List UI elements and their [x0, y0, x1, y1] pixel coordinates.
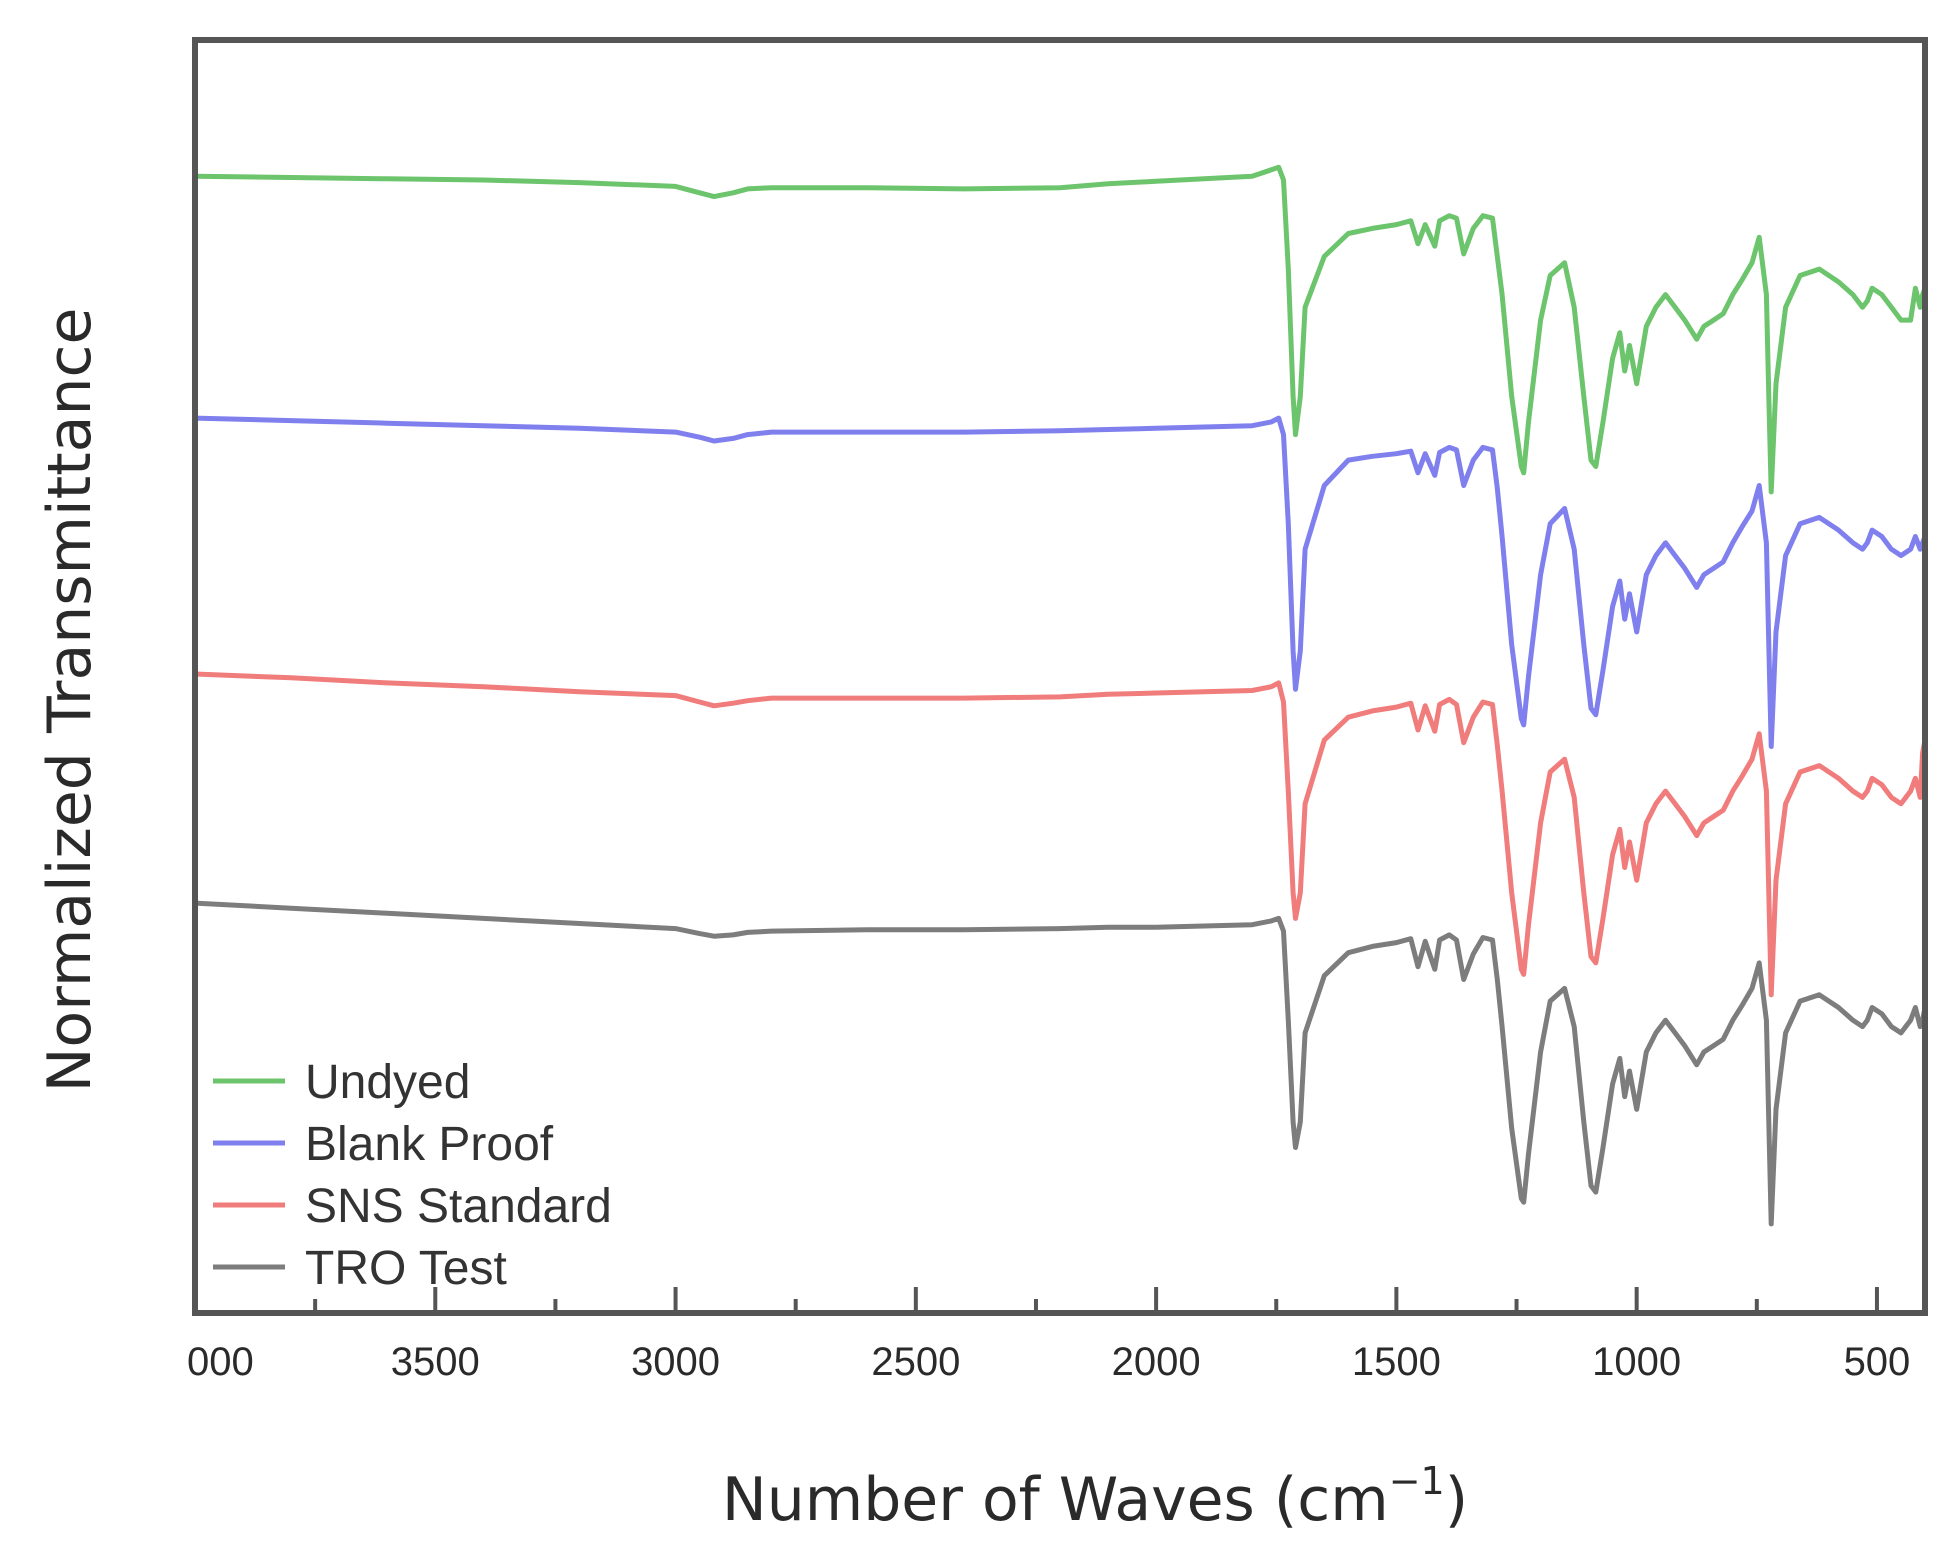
y-axis-title: Normalized Transmittance	[35, 308, 105, 1093]
x-tick-label: 2500	[871, 1340, 960, 1384]
x-tick-label: 500	[1844, 1340, 1911, 1384]
x-axis-title: Number of Waves (cm−1)	[722, 1459, 1468, 1535]
x-axis-title-main: Number of Waves (cm	[722, 1465, 1389, 1535]
series-line-undyed	[194, 164, 1928, 495]
series-line-tro-test	[194, 900, 1928, 1227]
x-axis-title-sup: −1	[1389, 1459, 1445, 1503]
x-ticks: 000 3500 3000 2500 2000 1500 1000 500	[187, 1287, 1910, 1384]
x-tick-label: 1000	[1592, 1340, 1681, 1384]
x-tick-label: 2000	[1112, 1340, 1201, 1384]
x-axis-title-close: )	[1445, 1465, 1468, 1535]
series-layer	[194, 164, 1928, 1227]
x-tick-label: 3000	[631, 1340, 720, 1384]
legend-label-tro-test: TRO Test	[305, 1242, 507, 1295]
x-tick-label: 000	[187, 1340, 254, 1384]
series-line-sns-standard	[194, 671, 1928, 998]
series-line-blank-proof	[194, 415, 1928, 749]
x-tick-label: 3500	[391, 1340, 480, 1384]
legend-label-undyed: Undyed	[305, 1056, 470, 1109]
plot-frame	[192, 37, 1928, 1316]
x-tick-label: 1500	[1352, 1340, 1441, 1384]
legend-label-blank-proof: Blank Proof	[305, 1118, 554, 1171]
legend-label-sns-standard: SNS Standard	[305, 1180, 612, 1233]
legend: Undyed Blank Proof SNS Standard TRO Test	[213, 1056, 612, 1295]
